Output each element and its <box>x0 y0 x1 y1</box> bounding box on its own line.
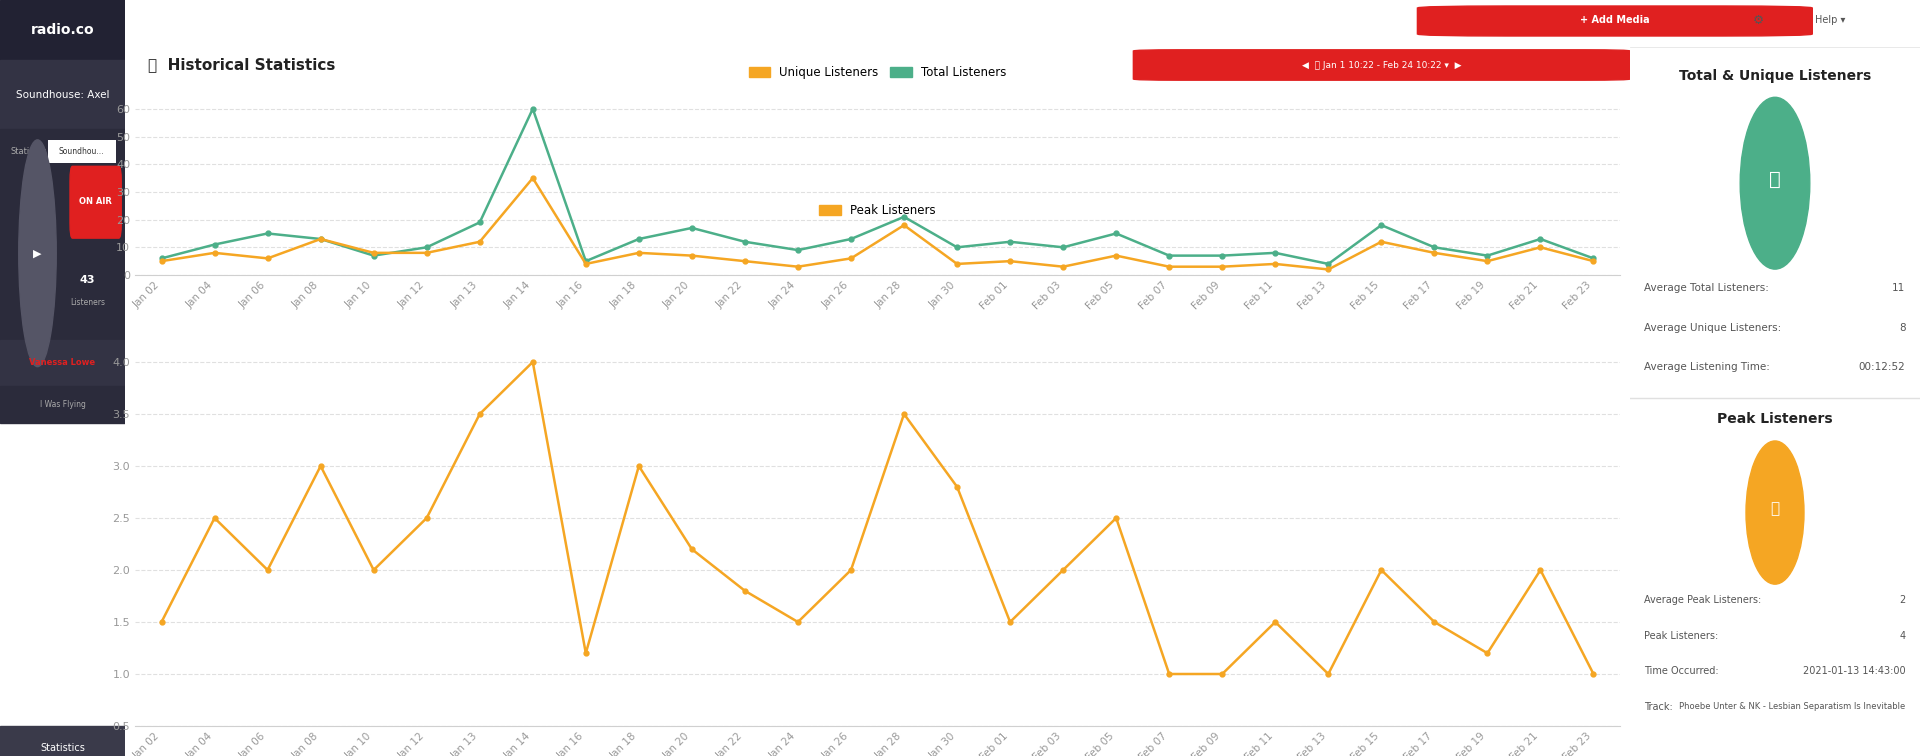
Text: Listen: Listen <box>48 645 77 655</box>
Legend: Unique Listeners, Total Listeners: Unique Listeners, Total Listeners <box>743 61 1012 84</box>
Text: 43: 43 <box>81 274 96 285</box>
Text: Listeners: Listeners <box>69 298 106 307</box>
Bar <box>0 129 125 174</box>
FancyBboxPatch shape <box>69 166 121 238</box>
Text: I Was Flying: I Was Flying <box>40 400 84 409</box>
Text: 2021-01-13 14:43:00: 2021-01-13 14:43:00 <box>1803 667 1905 677</box>
Text: Requests: Requests <box>40 694 84 705</box>
Circle shape <box>1740 98 1811 269</box>
Text: 11: 11 <box>1893 284 1905 293</box>
Text: Dashboard: Dashboard <box>36 448 88 459</box>
Text: Peak Listeners:: Peak Listeners: <box>1645 631 1718 640</box>
Text: Average Peak Listeners:: Average Peak Listeners: <box>1645 595 1763 605</box>
Bar <box>0 386 125 423</box>
Text: Average Unique Listeners:: Average Unique Listeners: <box>1645 323 1782 333</box>
Text: Average Listening Time:: Average Listening Time: <box>1645 362 1770 372</box>
Text: 🎧: 🎧 <box>1768 170 1782 189</box>
Text: Average Total Listeners:: Average Total Listeners: <box>1645 284 1770 293</box>
Bar <box>0 0 125 60</box>
Text: ⓘ  Historical Statistics: ⓘ Historical Statistics <box>148 57 334 73</box>
Bar <box>0 60 125 129</box>
Text: Statistics: Statistics <box>40 743 84 754</box>
Circle shape <box>19 140 56 367</box>
Text: Soundhouse: Axel: Soundhouse: Axel <box>15 89 109 100</box>
Bar <box>0 726 125 756</box>
Text: Help ▾: Help ▾ <box>1814 15 1845 25</box>
Text: Phoebe Unter & NK - Lesbian Separatism Is Inevitable: Phoebe Unter & NK - Lesbian Separatism I… <box>1680 702 1905 711</box>
Text: + Add Media: + Add Media <box>1580 15 1649 25</box>
Text: Time Occurred:: Time Occurred: <box>1645 667 1718 677</box>
Text: Vanessa Lowe: Vanessa Lowe <box>29 358 96 367</box>
Text: ON AIR: ON AIR <box>79 197 111 206</box>
Text: Peak Listeners: Peak Listeners <box>1716 412 1834 426</box>
Text: 4: 4 <box>1899 631 1905 640</box>
FancyBboxPatch shape <box>1417 6 1812 36</box>
Text: 00:12:52: 00:12:52 <box>1859 362 1905 372</box>
Text: Schedule: Schedule <box>40 596 84 606</box>
Text: radio.co: radio.co <box>31 23 94 37</box>
Text: 8: 8 <box>1899 323 1905 333</box>
Text: Stations:: Stations: <box>10 147 46 156</box>
Bar <box>0 340 125 386</box>
Text: ▶: ▶ <box>33 248 42 259</box>
Bar <box>48 140 117 163</box>
Text: Soundhou...: Soundhou... <box>58 147 104 156</box>
Text: ⛳: ⛳ <box>1770 501 1780 516</box>
Text: 2: 2 <box>1899 595 1905 605</box>
Text: Media: Media <box>48 497 77 508</box>
Text: Playlists: Playlists <box>42 547 83 557</box>
Text: ◀  📅 Jan 1 10:22 - Feb 24 10:22 ▾  ▶: ◀ 📅 Jan 1 10:22 - Feb 24 10:22 ▾ ▶ <box>1302 60 1461 70</box>
Text: Total & Unique Listeners: Total & Unique Listeners <box>1678 69 1872 82</box>
Text: Track:: Track: <box>1645 702 1672 712</box>
Text: ⚙: ⚙ <box>1753 14 1764 26</box>
Legend: Peak Listeners: Peak Listeners <box>814 200 941 222</box>
Bar <box>0 174 125 340</box>
FancyBboxPatch shape <box>1133 50 1630 80</box>
Circle shape <box>1745 441 1805 584</box>
